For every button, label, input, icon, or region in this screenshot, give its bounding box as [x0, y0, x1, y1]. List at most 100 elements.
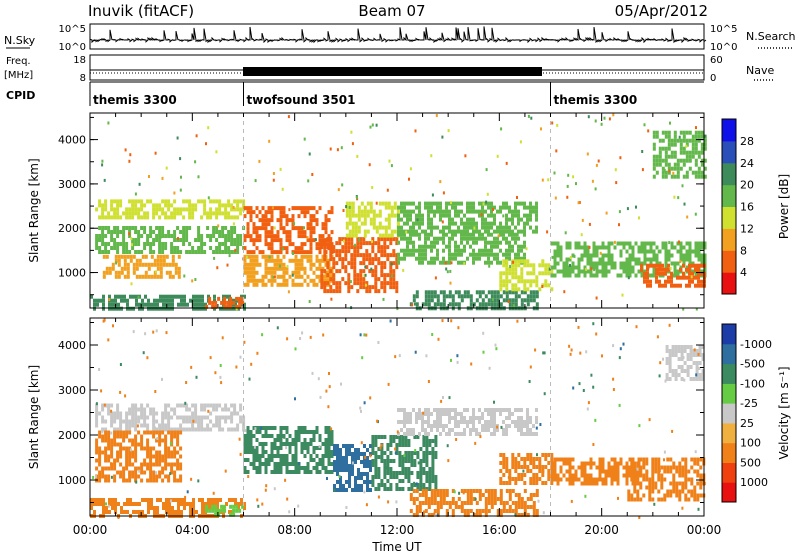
- range-cell: [694, 253, 698, 258]
- range-cell: [107, 215, 111, 220]
- range-cell: [433, 209, 436, 214]
- range-cell: [562, 261, 566, 266]
- range-cell: [126, 306, 129, 311]
- range-cell: [147, 502, 150, 506]
- range-cell: [170, 438, 174, 443]
- range-cell: [152, 434, 156, 439]
- range-cell: [110, 409, 113, 413]
- range-cell: [535, 205, 538, 210]
- range-cell: [433, 420, 436, 424]
- range-cell: [312, 458, 316, 462]
- range-cell: [484, 209, 487, 214]
- range-cell: [526, 408, 529, 412]
- range-cell: [300, 258, 304, 263]
- range-cell: [183, 502, 186, 506]
- range-cell: [152, 215, 156, 220]
- range-cell: [688, 275, 691, 280]
- range-cell: [354, 488, 357, 492]
- range-cell: [445, 209, 448, 214]
- range-cell: [134, 419, 138, 424]
- range-cell: [553, 473, 557, 478]
- range-cell: [288, 462, 292, 466]
- range-cell: [652, 166, 656, 171]
- range-cell: [279, 226, 283, 231]
- range-cell: [502, 473, 506, 477]
- range-cell: [424, 493, 428, 497]
- range-cell: [131, 450, 135, 455]
- range-cell: [116, 230, 120, 234]
- range-cell: [442, 408, 445, 412]
- range-cell: [392, 459, 396, 463]
- range-cell: [321, 462, 325, 466]
- range-cell: [363, 229, 367, 234]
- range-cell: [654, 457, 658, 462]
- range-cell: [357, 472, 360, 476]
- range-cell: [496, 252, 499, 257]
- range-cell: [451, 501, 455, 505]
- range-cell: [571, 269, 574, 273]
- range-cell: [684, 493, 688, 498]
- y-tick-label: 2000: [58, 222, 86, 235]
- range-cell: [294, 274, 298, 279]
- range-cell: [493, 205, 496, 210]
- range-cell: [604, 265, 608, 270]
- range-cell: [436, 205, 439, 210]
- range-cell: [179, 415, 183, 420]
- range-cell: [520, 298, 524, 303]
- range-cell: [487, 260, 490, 265]
- range-cell: [164, 199, 168, 204]
- range-cell: [664, 271, 667, 276]
- range-cell: [224, 407, 228, 412]
- range-cell: [324, 450, 328, 454]
- range-cell: [607, 465, 611, 470]
- range-cell: [366, 229, 370, 234]
- range-cell: [348, 229, 352, 234]
- range-cell: [297, 438, 301, 442]
- range-cell: [466, 408, 469, 412]
- range-cell: [104, 419, 108, 424]
- range-cell: [270, 454, 274, 458]
- range-cell: [415, 256, 418, 261]
- range-cell: [577, 273, 581, 278]
- range-cell: [433, 225, 436, 230]
- range-cell: [321, 226, 325, 231]
- range-cell: [652, 154, 656, 159]
- range-cell: [486, 192, 489, 196]
- nave-label: Nave: [746, 64, 774, 77]
- range-cell: [171, 506, 174, 510]
- range-cell: [628, 273, 632, 278]
- range-cell: [323, 285, 327, 290]
- range-cell: [514, 256, 517, 261]
- range-cell: [195, 302, 198, 307]
- range-cell: [680, 365, 684, 369]
- range-cell: [116, 250, 120, 254]
- range-cell: [499, 294, 503, 299]
- range-cell: [354, 484, 357, 488]
- range-cell: [532, 457, 536, 461]
- range-cell: [514, 465, 518, 469]
- range-cell: [300, 210, 304, 215]
- range-cell: [389, 439, 393, 443]
- range-cell: [433, 424, 436, 428]
- range-cell: [407, 439, 411, 443]
- range-cell: [179, 454, 183, 459]
- range-cell: [173, 462, 177, 467]
- range-cell: [383, 245, 387, 250]
- range-cell: [445, 432, 448, 436]
- range-cell: [131, 423, 135, 428]
- range-cell: [633, 485, 637, 490]
- range-cell: [252, 210, 256, 215]
- range-cell: [592, 477, 596, 482]
- range-cell: [102, 302, 105, 307]
- y-tick-label: 1000: [58, 267, 86, 280]
- range-cell: [409, 248, 412, 253]
- range-cell: [658, 267, 661, 272]
- range-cell: [679, 166, 683, 171]
- range-cell: [499, 275, 503, 280]
- range-cell: [279, 282, 283, 287]
- range-cell: [375, 123, 378, 127]
- range-cell: [457, 424, 460, 428]
- range-cell: [502, 225, 505, 230]
- range-cell: [194, 419, 198, 424]
- range-cell: [703, 146, 707, 151]
